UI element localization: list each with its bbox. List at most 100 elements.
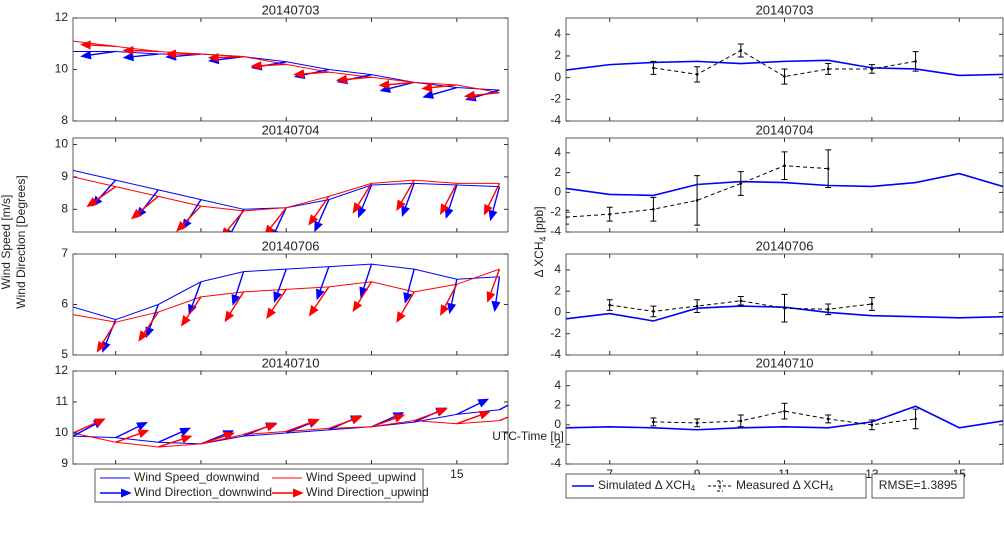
measured-point	[695, 304, 699, 308]
legend-box	[94, 468, 424, 503]
y-tick-label: 2	[554, 165, 561, 179]
y-label-text: Δ XCH	[532, 242, 546, 278]
y-tick-label: -4	[550, 347, 561, 361]
wind-arrow	[73, 176, 74, 178]
panel-title: 20140706	[262, 238, 320, 253]
measured-point	[739, 419, 743, 423]
y-tick-label: 12	[55, 363, 69, 377]
measured-point	[826, 417, 830, 421]
measured-point	[870, 67, 874, 71]
wind-arrow	[73, 307, 74, 309]
wind-arrow	[357, 184, 373, 219]
measured-point	[783, 409, 786, 413]
legend-text: Simulated Δ XCH	[598, 478, 691, 492]
speed-line	[73, 409, 500, 445]
y-tick-label: 6	[61, 297, 68, 311]
wind-arrow	[396, 179, 415, 212]
wind-arrow	[378, 80, 415, 90]
x-tick-label: 15	[450, 467, 464, 481]
y-tick-label: 0	[554, 70, 561, 84]
wind-arrow	[158, 427, 191, 443]
wind-arrow	[352, 281, 373, 313]
wind-arrow	[499, 404, 508, 411]
speed-line	[73, 263, 500, 321]
wind-arrow	[96, 321, 117, 353]
wind-arrow	[73, 418, 106, 434]
y-tick-label: 2	[554, 283, 561, 297]
panel-title: 20140710	[262, 355, 320, 370]
wind-arrow	[273, 268, 287, 303]
wind-arrow	[308, 286, 330, 317]
axes-box	[72, 137, 509, 233]
measured-point	[826, 67, 830, 71]
y-tick-label: 2	[554, 48, 561, 62]
y-tick-label: 10	[55, 137, 69, 151]
measured-point	[783, 306, 786, 310]
wind-arrow	[79, 40, 116, 50]
y-tick-label: 2	[554, 397, 561, 411]
measured-point	[783, 164, 786, 168]
wind-arrow	[403, 268, 415, 304]
wind-arrow	[314, 199, 330, 232]
wind-arrow	[73, 314, 74, 316]
wind-arrow	[180, 296, 202, 327]
wind-arrow	[483, 183, 501, 216]
simulated-line	[566, 59, 1003, 77]
measured-point	[914, 417, 917, 421]
measured-point	[739, 49, 743, 52]
wind-arrow	[444, 184, 458, 220]
measured-point	[695, 199, 699, 202]
y-tick-label: 11	[56, 394, 69, 408]
y-label-rest: [ppb]	[532, 206, 546, 236]
wind-arrow	[499, 416, 508, 422]
wind-arrow	[463, 90, 500, 100]
wind-arrow	[73, 40, 74, 42]
wind-arrow	[447, 279, 458, 315]
wind-arrow	[456, 410, 491, 425]
wind-arrow	[138, 311, 159, 342]
y-tick-label: 8	[61, 113, 68, 127]
plot-area	[73, 169, 501, 232]
legend-label: Wind Speed_downwind	[134, 470, 259, 484]
y-tick-label: 0	[554, 417, 561, 431]
panel-title: 20140706	[756, 238, 814, 253]
speed-line	[73, 268, 500, 323]
wind-arrow	[130, 195, 159, 220]
panel-title: 20140710	[756, 355, 814, 370]
y-tick-label: -2	[550, 204, 561, 218]
wind-arrow	[271, 207, 287, 232]
panel-title: 20140704	[262, 122, 320, 137]
y-tick-label: 4	[554, 262, 561, 276]
measured-point	[739, 182, 743, 185]
wind-arrow	[352, 183, 373, 214]
panel-title: 20140703	[262, 2, 320, 17]
measured-point	[695, 421, 699, 425]
wind-arrow	[440, 283, 458, 316]
plot-area	[73, 40, 500, 102]
y-axis-label: Wind Speed [m/s]Wind Direction [Degrees]	[0, 175, 28, 308]
y-label-sub: 4	[538, 236, 548, 241]
wind-arrow	[200, 431, 235, 445]
wind-arrow	[122, 46, 159, 56]
wind-arrow	[335, 74, 372, 84]
wind-arrow	[285, 418, 320, 433]
y-tick-label: -2	[550, 437, 561, 451]
panel-title: 20140703	[756, 2, 814, 17]
y-tick-label: 9	[61, 456, 68, 470]
measured-point	[870, 423, 874, 427]
speed-line	[73, 176, 500, 212]
wind-arrow	[231, 271, 245, 306]
speed-line	[73, 420, 500, 448]
wind-arrow	[115, 429, 150, 443]
measured-point	[870, 302, 874, 306]
legend-label: Wind Speed_upwind	[306, 470, 416, 484]
y-tick-label: 0	[554, 185, 561, 199]
legend-sub: 4	[829, 484, 834, 493]
simulated-line	[566, 172, 1003, 197]
panel-title: 20140704	[756, 122, 814, 137]
legend-label: Measured Δ XCH4	[736, 478, 834, 493]
wind-arrow	[421, 83, 457, 93]
axes-box	[72, 17, 509, 122]
rmse-box	[871, 473, 965, 499]
